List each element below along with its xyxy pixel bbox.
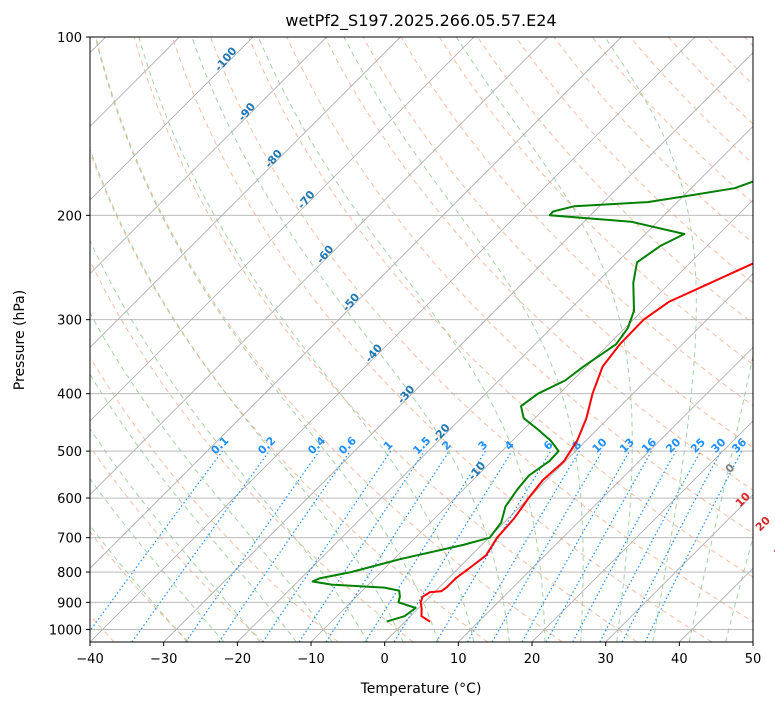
dewpoint-profile-line <box>311 180 753 623</box>
isotherm-line <box>237 125 753 642</box>
moist-adiabat-line <box>604 37 697 642</box>
mixing-ratio-line <box>466 450 580 642</box>
dry-adiabat-line <box>90 531 190 642</box>
mixing-ratio-line <box>131 450 270 642</box>
y-tick-label: 700 <box>57 532 82 547</box>
dry-adiabat-line <box>286 37 753 534</box>
moist-adiabat-line <box>138 37 475 642</box>
chart-title: wetPf2_S197.2025.266.05.57.E24 <box>285 11 556 31</box>
isotherm-line <box>531 420 753 642</box>
mixing-ratio-line <box>90 450 223 632</box>
isotherm-line <box>310 199 753 642</box>
x-tick-label: −30 <box>150 652 177 667</box>
sounding-profiles <box>311 180 753 623</box>
dry-adiabats <box>90 37 753 642</box>
mixing-ratio-line <box>491 450 603 642</box>
y-tick-label: 600 <box>57 492 82 507</box>
isotherm-line <box>90 37 327 275</box>
x-tick-label: 10 <box>450 652 467 667</box>
isotherm-line <box>90 37 401 348</box>
isobar-gridlines <box>90 37 753 630</box>
x-tick-label: 50 <box>745 652 762 667</box>
y-tick-label: 300 <box>57 314 82 329</box>
moist-adiabat-line <box>90 525 188 642</box>
isotherm-line <box>90 37 548 496</box>
dry-adiabat-line <box>90 356 339 642</box>
mixing-ratio-lines <box>90 450 743 642</box>
dry-adiabat-line <box>90 259 414 642</box>
moist-adiabat-line <box>90 427 261 642</box>
mixing-ratio-line <box>572 450 677 642</box>
x-axis-label: Temperature (°C) <box>360 681 482 697</box>
isotherm-line <box>605 494 753 642</box>
moist-adiabat-line <box>90 147 404 642</box>
isotherm-gridlines <box>90 37 753 642</box>
moist-adiabat-line <box>257 37 546 642</box>
axis-ticks: −40 −30 −20 −10 0 10 20 30 40 50 100 200 300 400 500 60… <box>49 31 761 667</box>
x-tick-label: −40 <box>76 652 103 667</box>
x-tick-label: −10 <box>297 652 324 667</box>
moist-adiabat-label: 20 <box>753 514 773 534</box>
dry-adiabat-line <box>248 37 753 578</box>
dry-adiabat-line <box>95 37 563 642</box>
y-tick-label: 400 <box>57 388 82 403</box>
x-tick-label: 0 <box>381 652 389 667</box>
temperature-profile-line <box>419 262 753 623</box>
y-tick-label: 200 <box>57 209 82 224</box>
dry-adiabat-line <box>438 37 753 366</box>
mixing-ratio-line <box>364 450 486 642</box>
dry-adiabat-line <box>400 37 753 407</box>
x-tick-label: −20 <box>224 652 251 667</box>
y-tick-label: 1000 <box>49 623 82 638</box>
mixing-ratio-line <box>185 450 320 642</box>
mixing-ratio-line <box>218 450 351 642</box>
moist-adiabat-line <box>90 239 369 642</box>
y-tick-label: 100 <box>57 31 82 46</box>
y-tick-label: 800 <box>57 566 82 581</box>
moist-adiabat-line <box>90 477 225 642</box>
isotherm-line <box>90 37 475 422</box>
dry-adiabat-line <box>133 37 638 642</box>
isotherm-line <box>458 346 753 642</box>
y-tick-label: 900 <box>57 596 82 611</box>
y-tick-label: 500 <box>57 445 82 460</box>
mixing-ratio-line <box>325 450 450 642</box>
y-axis-label: Pressure (hPa) <box>12 290 28 390</box>
x-tick-label: 30 <box>597 652 614 667</box>
isotherm-line <box>90 37 254 201</box>
moist-adiabat-line <box>90 373 297 642</box>
moist-adiabat-label: 30 <box>772 539 775 559</box>
moist-adiabat-line <box>343 37 584 642</box>
mixing-ratio-line <box>545 450 653 642</box>
mixing-ratio-line <box>521 450 631 642</box>
isotherm-line <box>163 52 753 642</box>
x-tick-label: 20 <box>524 652 541 667</box>
isotherm-line <box>384 273 753 642</box>
isotherm-line <box>90 37 622 569</box>
x-tick-label: 40 <box>671 652 688 667</box>
dry-adiabat-line <box>210 37 753 623</box>
dry-adiabat-line <box>324 37 753 491</box>
isotherm-line <box>90 37 696 642</box>
plot-area <box>90 37 753 642</box>
plot-frame <box>89 36 754 643</box>
mixing-ratio-line <box>435 450 552 642</box>
